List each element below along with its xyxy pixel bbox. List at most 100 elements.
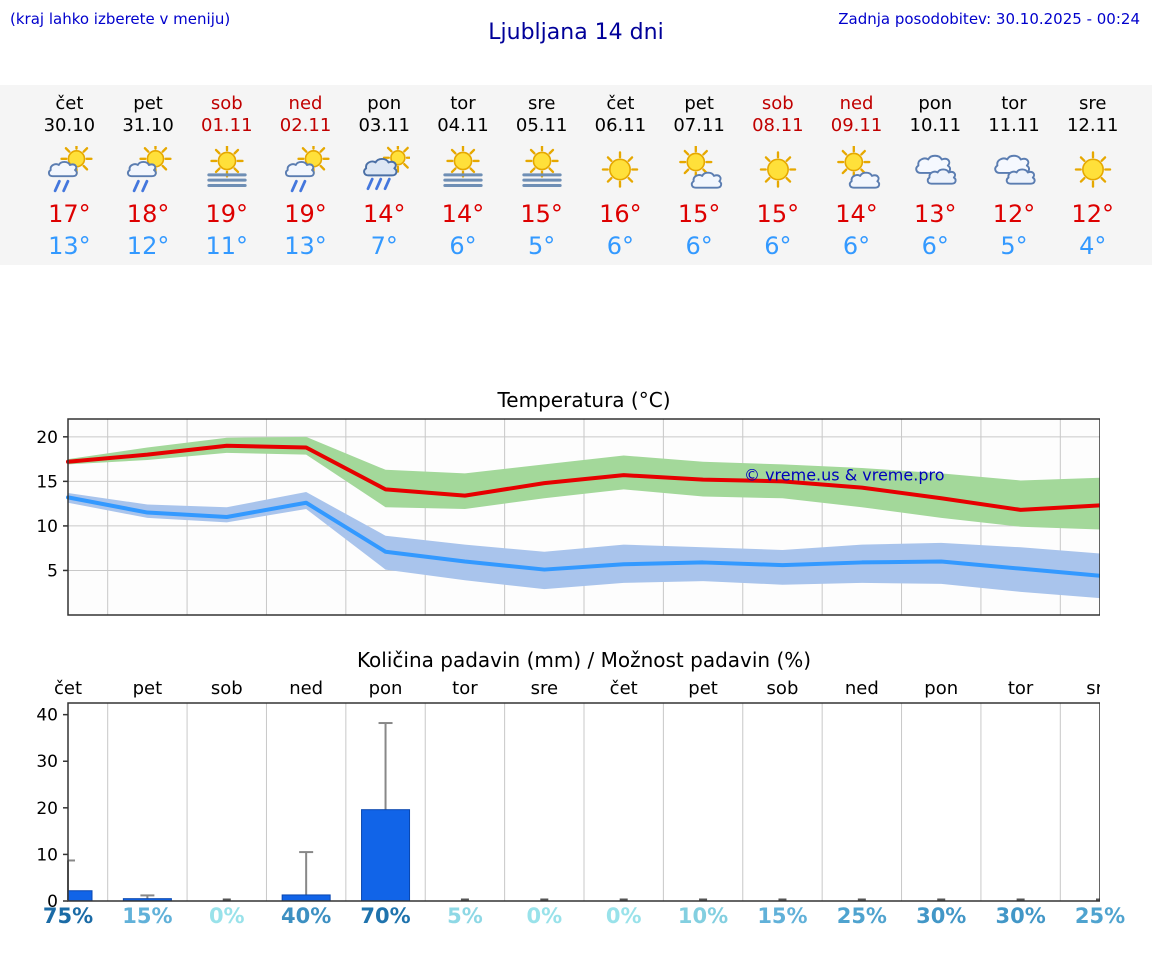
day-date: 09.11 <box>830 115 883 136</box>
svg-text:tor: tor <box>452 678 478 699</box>
precip-probability: 70% <box>360 904 411 928</box>
day-date: 08.11 <box>752 115 804 136</box>
sun-fog-icon <box>502 137 581 199</box>
precip-probability: 0% <box>605 904 642 928</box>
precipitation-chart: čet pet sob ned pon tor sre čet pet sob ned pon tor s… <box>36 678 1100 912</box>
forecast-day: sob 08.11 15° 6° <box>738 93 817 265</box>
svg-text:pet: pet <box>133 678 163 699</box>
svg-text:čet: čet <box>610 678 638 699</box>
day-name: pon <box>918 93 953 114</box>
svg-text:sob: sob <box>211 678 243 699</box>
precip-probability: 15% <box>122 904 173 928</box>
rain-sun-icon <box>345 137 424 199</box>
max-temperature: 15° <box>677 200 721 228</box>
min-temperature: 4° <box>1079 232 1107 260</box>
day-name: čet <box>55 93 84 114</box>
cloudy-icon <box>975 137 1054 199</box>
forecast-day: ned 02.11 19° 13° <box>266 93 345 265</box>
min-temperature: 6° <box>921 232 949 260</box>
svg-text:20: 20 <box>36 799 58 819</box>
forecast-day: pet 07.11 15° 6° <box>660 93 739 265</box>
sun-icon <box>1053 137 1132 199</box>
sun-rain-icon <box>266 137 345 199</box>
precip-probability: 25% <box>1074 904 1126 928</box>
day-name: sre <box>1078 93 1107 114</box>
min-temperature: 12° <box>126 232 170 260</box>
last-update: Zadnja posodobitev: 30.10.2025 - 00:24 <box>838 10 1140 28</box>
forecast-day: pon 03.11 14° 7° <box>345 93 424 265</box>
forecast-day: pet 31.10 18° 12° <box>109 93 188 265</box>
precip-probability: 15% <box>757 904 808 928</box>
precip-probability-row: 75% 15% 0% 40% 70% 5% 0% 0% 10% 15% 25% 30% 30% 25% <box>28 901 1125 933</box>
max-temperature: 19° <box>284 200 327 228</box>
forecast-day: sre 12.11 12° 4° <box>1053 93 1132 265</box>
min-temperature: 6° <box>685 232 713 260</box>
forecast-day: čet 06.11 16° 6° <box>581 93 660 265</box>
forecast-day: tor 11.11 12° 5° <box>975 93 1054 265</box>
page-title: Ljubljana 14 dni <box>488 20 664 45</box>
sun-fog-icon <box>424 137 503 199</box>
max-temperature: 15° <box>756 200 800 228</box>
forecast-day: sre 05.11 15° 5° <box>502 93 581 265</box>
precip-probability: 30% <box>916 904 967 928</box>
precip-probability: 25% <box>836 904 887 928</box>
svg-text:10: 10 <box>36 517 58 537</box>
cloudy-icon <box>896 137 975 199</box>
day-name: tor <box>450 93 476 114</box>
precip-probability: 0% <box>526 904 563 928</box>
day-date: 10.11 <box>909 115 962 136</box>
min-temperature: 11° <box>205 232 249 260</box>
day-date: 12.11 <box>1066 115 1119 136</box>
sun-rain-icon <box>30 137 109 199</box>
precip-probability: 0% <box>208 904 245 928</box>
forecast-strip: čet 30.10 17° 13° pet 31.10 18° 12° sob 01.11 19° 1… <box>0 85 1152 265</box>
max-temperature: 14° <box>835 200 878 228</box>
svg-text:sre: sre <box>1086 678 1100 699</box>
day-name: pet <box>684 93 714 114</box>
svg-text:ned: ned <box>845 678 879 699</box>
svg-text:pon: pon <box>369 678 403 699</box>
min-temperature: 6° <box>842 232 871 260</box>
day-date: 31.10 <box>122 115 174 136</box>
max-temperature: 14° <box>362 200 406 228</box>
min-temperature: 5° <box>1000 232 1028 260</box>
svg-text:tor: tor <box>1008 678 1034 699</box>
precip-probability: 30% <box>995 904 1046 928</box>
day-name: tor <box>1001 93 1027 114</box>
max-temperature: 18° <box>126 200 170 228</box>
max-temperature: 17° <box>48 200 91 228</box>
max-temperature: 12° <box>992 200 1036 228</box>
sun-icon <box>738 137 817 199</box>
forecast-day: čet 30.10 17° 13° <box>30 93 109 265</box>
day-date: 30.10 <box>43 115 96 136</box>
day-date: 07.11 <box>673 115 725 136</box>
precip-probability: 5% <box>447 904 483 928</box>
precip-probability: 40% <box>281 904 332 928</box>
max-temperature: 19° <box>205 200 249 228</box>
day-name: sob <box>761 93 794 114</box>
day-name: čet <box>606 93 635 114</box>
day-name: sob <box>210 93 243 114</box>
min-temperature: 13° <box>284 232 327 260</box>
svg-text:© vreme.us & vreme.pro: © vreme.us & vreme.pro <box>744 465 945 484</box>
min-temperature: 13° <box>48 232 91 260</box>
sun-icon <box>581 137 660 199</box>
sun-rain-icon <box>109 137 188 199</box>
sun-cloud-icon <box>660 137 739 199</box>
day-date: 06.11 <box>594 115 647 136</box>
day-date: 04.11 <box>437 115 489 136</box>
temperature-chart: 5 10 15 20 © vreme.us & vreme.pro <box>36 418 1100 616</box>
sun-fog-icon <box>187 137 266 199</box>
forecast-day: sob 01.11 19° 11° <box>187 93 266 265</box>
forecast-day: pon 10.11 13° 6° <box>896 93 975 265</box>
precipitation-section: Količina padavin (mm) / Možnost padavin … <box>28 648 1125 933</box>
day-date: 02.11 <box>279 115 332 136</box>
svg-text:sob: sob <box>767 678 799 699</box>
min-temperature: 5° <box>528 232 556 260</box>
svg-text:čet: čet <box>54 678 82 699</box>
svg-text:sre: sre <box>531 678 558 699</box>
svg-text:5: 5 <box>47 561 58 581</box>
min-temperature: 6° <box>764 232 792 260</box>
menu-hint: (kraj lahko izberete v meniju) <box>10 10 231 28</box>
max-temperature: 15° <box>520 200 563 228</box>
